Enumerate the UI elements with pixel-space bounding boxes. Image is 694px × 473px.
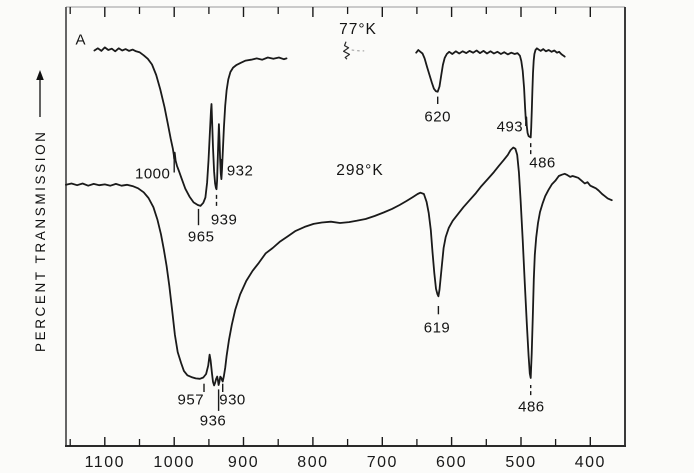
trace-298k <box>65 146 613 387</box>
up-arrow-icon <box>36 70 44 118</box>
x-axis-tick-label: 400 <box>575 454 606 471</box>
x-axis-tick-label: 1000 <box>153 454 195 471</box>
y-axis-label: PERCENT TRANSMISSION <box>30 70 50 352</box>
trace-break-squiggle-icon <box>343 41 351 60</box>
x-axis-tick-label: 500 <box>505 454 536 471</box>
x-axis-tick-label: 800 <box>297 454 328 471</box>
x-axis-tick-label: 1100 <box>85 454 125 471</box>
x-axis-tick-label: 600 <box>436 454 467 471</box>
trace-77k <box>415 47 566 139</box>
y-axis-label-text: PERCENT TRANSMISSION <box>32 129 48 352</box>
x-axis-tick-label: 700 <box>367 454 398 471</box>
trace-77k <box>93 46 288 207</box>
faint-trace-segment <box>351 49 365 52</box>
x-axis-tick-label: 900 <box>228 454 259 471</box>
